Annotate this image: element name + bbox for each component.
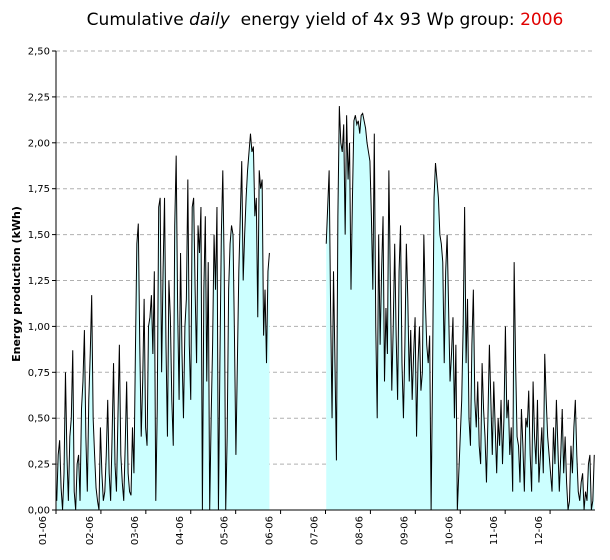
y-tick-label: 2,25: [28, 92, 50, 103]
y-tick-label: 1,25: [28, 276, 50, 287]
plot-area: [56, 106, 595, 511]
series-line-segment: [56, 133, 270, 511]
y-tick-label: 0,75: [28, 368, 50, 379]
area-fill-segment: [56, 133, 270, 510]
y-tick-labels: 0,00 0,25 0,50 0,75 1,00 1,25 1,50 1,75 2,00 2,25…: [28, 47, 50, 517]
chart-title-suffix: energy yield of 4x 93 Wp group:: [229, 10, 521, 30]
chart-title-prefix: Cumulative: [86, 10, 190, 30]
x-tick-label: 06-06: [265, 516, 276, 545]
chart-title: Cumulative daily energy yield of 4x 93 W…: [0, 10, 610, 30]
x-tick-label: 01-06: [38, 516, 49, 545]
x-tick-label: 10-06: [444, 516, 455, 545]
y-tick-label: 1,00: [28, 322, 50, 333]
y-tick-label: 0,00: [28, 506, 50, 517]
y-axis-label: Energy production (kWh): [10, 206, 23, 362]
x-tick-label: 11-06: [489, 516, 500, 545]
y-tick-label: 1,75: [28, 184, 50, 195]
y-tick-label: 2,00: [28, 138, 50, 149]
x-tick-labels: 01-06 02-06 03-06 04-06 05-06 06-06 07-06 08-06…: [38, 516, 545, 545]
axes: [52, 50, 595, 514]
x-tick-label: 02-06: [85, 516, 96, 545]
y-tick-label: 0,25: [28, 460, 50, 471]
x-tick-label: 05-06: [220, 516, 231, 545]
x-tick-label: 09-06: [399, 516, 410, 545]
x-tick-label: 08-06: [354, 516, 365, 545]
x-tick-label: 12-06: [534, 516, 545, 545]
area-fill-segment: [326, 106, 595, 510]
series-line-segment: [325, 106, 595, 511]
x-tick-label: 07-06: [310, 516, 321, 545]
y-tick-label: 0,50: [28, 414, 50, 425]
grid-lines: [56, 50, 595, 465]
y-tick-label: 1,50: [28, 230, 50, 241]
chart-title-italic: daily: [189, 10, 230, 30]
y-tick-label: 2,50: [28, 47, 50, 58]
chart-title-year: 2006: [520, 10, 564, 30]
x-tick-label: 04-06: [175, 516, 186, 545]
x-tick-label: 03-06: [130, 516, 141, 545]
